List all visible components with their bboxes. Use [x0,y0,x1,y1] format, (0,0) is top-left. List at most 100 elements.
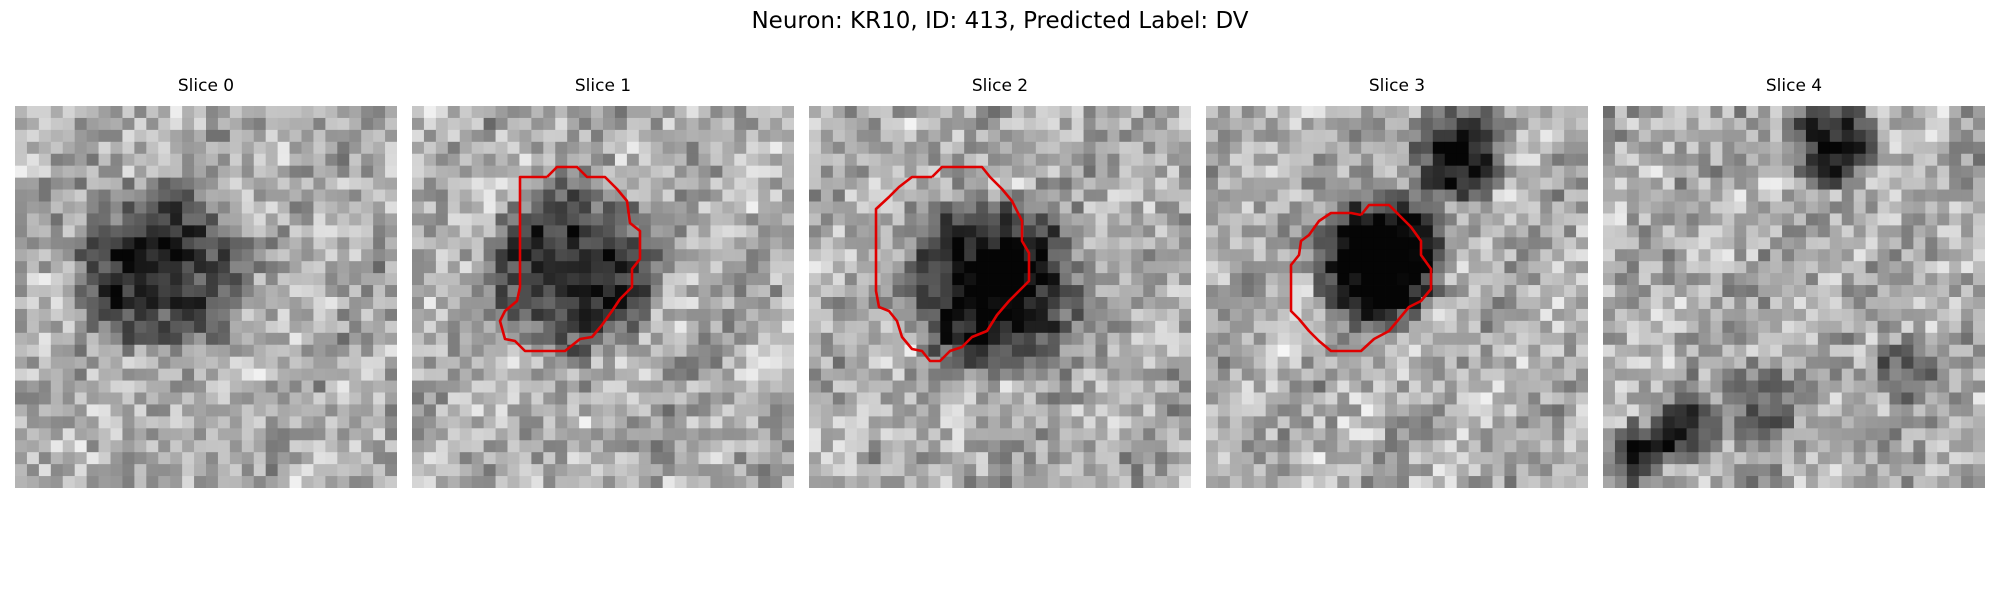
pixel [1937,213,1950,226]
pixel [976,344,989,358]
pixel [241,356,255,370]
pixel [976,320,989,334]
pixel [952,237,965,250]
pixel [241,249,255,262]
pixel [1722,141,1735,155]
pixel [15,297,28,310]
pixel [134,416,147,429]
pixel [50,261,64,274]
pixel [62,141,76,155]
pixel [277,141,290,155]
pixel [1337,237,1350,250]
pixel [1059,416,1073,429]
pixel [361,117,374,131]
pixel [603,356,616,370]
pixel [1734,225,1747,238]
pixel [1444,404,1458,417]
pixel [1865,416,1878,429]
pixel [289,261,302,274]
pixel [459,308,473,322]
pixel [734,332,747,346]
pixel [1349,308,1362,322]
pixel [229,141,243,155]
pixel [976,380,989,393]
pixel [1650,332,1664,346]
pixel [758,141,771,155]
pixel [952,285,965,298]
pixel [471,261,485,274]
pixel [134,165,147,179]
pixel [1385,129,1398,143]
pixel [471,153,485,167]
pixel [349,213,362,226]
pixel [1492,273,1505,286]
pixel [385,285,397,298]
pixel [1143,308,1156,322]
pixel [1143,273,1156,286]
pixel [940,213,953,226]
pixel [940,440,953,453]
pixel [1614,428,1628,441]
pixel [988,261,1001,274]
pixel [892,380,905,393]
pixel [531,285,544,298]
pixel [217,332,231,346]
pixel [1408,416,1422,429]
pixel [638,165,652,179]
pixel [722,285,735,298]
pixel [832,129,846,143]
pixel [1877,165,1890,179]
pixel [459,428,473,441]
pixel [1901,416,1914,429]
pixel [1758,404,1771,417]
pixel [74,416,88,429]
pixel [880,404,893,417]
pixel [1770,380,1783,393]
pixel [1059,344,1073,358]
pixel [412,237,425,250]
pixel [134,285,147,298]
pixel [1143,177,1156,190]
pixel [1107,416,1120,429]
pixel [1241,332,1255,346]
pixel [770,464,783,477]
pixel [349,273,362,286]
pixel [531,440,544,453]
pixel [15,213,28,226]
pixel [1277,106,1290,119]
pixel [976,440,989,453]
pixel [435,416,449,429]
pixel [603,452,616,465]
pixel [1913,297,1926,310]
pixel [373,476,386,488]
pixel [1011,464,1025,477]
pixel [988,106,1001,119]
pixel [674,213,687,226]
pixel [122,297,135,310]
pixel [531,428,544,441]
pixel [1155,201,1168,214]
pixel [134,129,147,143]
pixel [1179,189,1191,202]
pixel [940,285,953,298]
pixel [904,416,917,429]
pixel [820,332,834,346]
pixel [809,285,822,298]
pixel [1289,189,1302,202]
pixel [1131,141,1144,155]
pixel [1770,320,1783,334]
pixel [1143,153,1156,167]
pixel [940,404,953,417]
pixel [1420,177,1434,190]
pixel [809,452,822,465]
pixel [976,201,989,214]
pixel [1516,416,1529,429]
pixel [734,368,747,381]
pixel [758,297,771,310]
pixel [1155,225,1168,238]
pixel [62,308,76,322]
pixel [423,285,437,298]
pixel [337,380,350,393]
pixel [325,428,338,441]
pixel [1638,356,1652,370]
